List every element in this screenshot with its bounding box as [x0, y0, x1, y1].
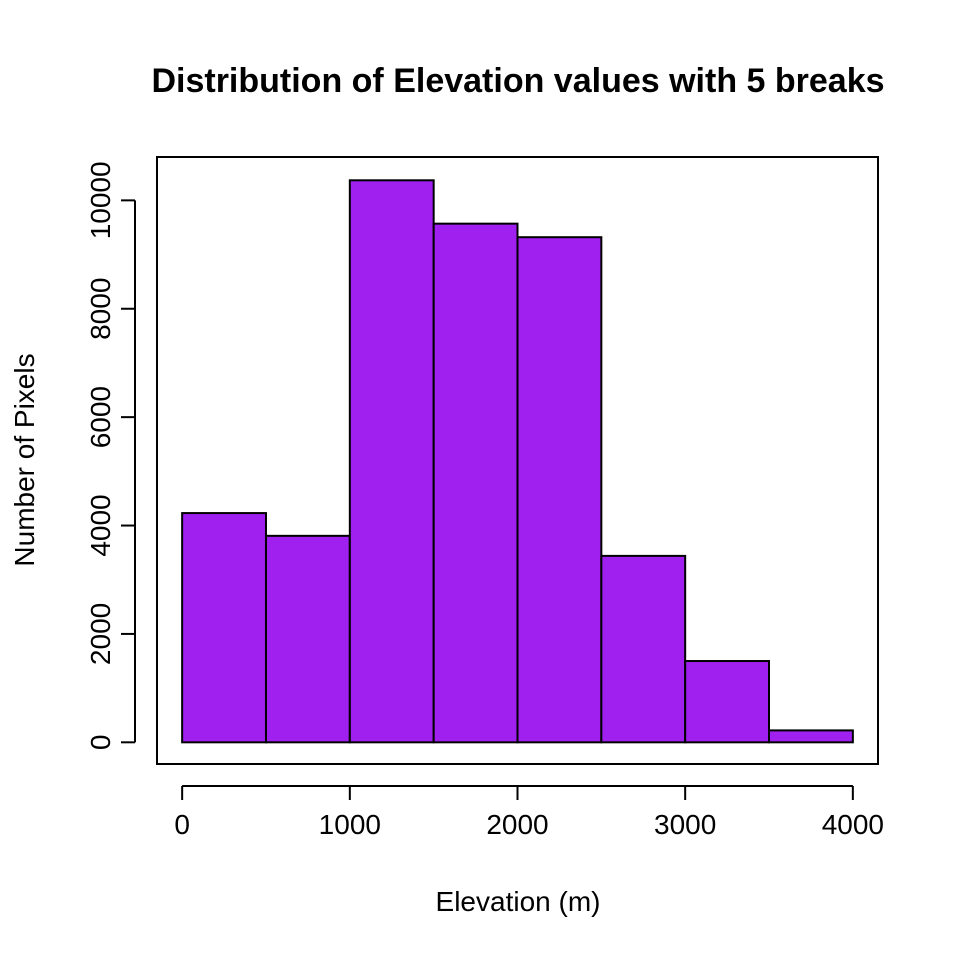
histogram-bar	[516, 236, 603, 744]
histogram-bar	[432, 222, 519, 744]
bars-group	[181, 179, 854, 744]
y-tick-label: 0	[85, 735, 116, 751]
y-tick-label: 8000	[85, 278, 116, 340]
y-tick-label: 10000	[85, 161, 116, 239]
chart-title: Distribution of Elevation values with 5 …	[151, 62, 884, 100]
x-axis: 0 1000 2000 3000 4000	[174, 785, 884, 840]
y-axis: 0 2000 4000 6000 8000 10000	[85, 161, 136, 751]
plot-frame	[156, 156, 879, 765]
y-tick-label: 2000	[85, 603, 116, 665]
histogram-bar	[600, 554, 687, 744]
histogram-bar	[684, 660, 771, 744]
x-tick-label: 1000	[319, 809, 381, 840]
y-tick-label: 4000	[85, 494, 116, 556]
y-axis-label: Number of Pixels	[9, 353, 40, 566]
x-axis-label: Elevation (m)	[436, 886, 601, 917]
histogram-bar	[768, 729, 854, 744]
x-tick-label: 4000	[822, 809, 884, 840]
x-tick-label: 2000	[486, 809, 548, 840]
y-tick-label: 6000	[85, 386, 116, 448]
histogram-bar	[181, 512, 267, 744]
x-tick-label: 0	[174, 809, 190, 840]
x-tick-label: 3000	[654, 809, 716, 840]
histogram-bar	[264, 534, 351, 744]
histogram-bar	[348, 179, 435, 744]
